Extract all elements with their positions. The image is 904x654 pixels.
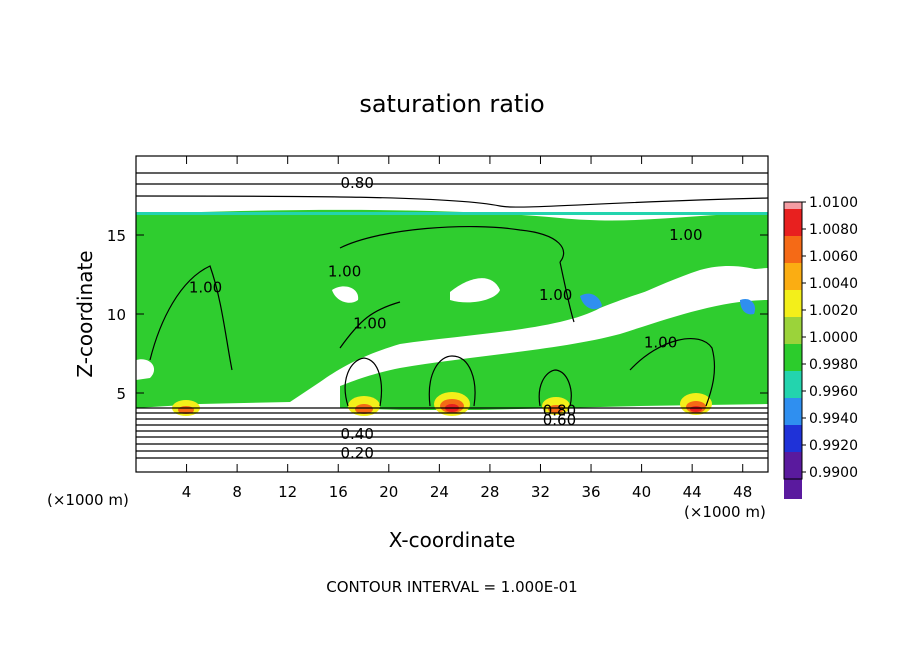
dry-patch	[330, 266, 768, 390]
x-tick-label: 44	[683, 483, 702, 501]
colorbar-band	[784, 371, 802, 398]
colorbar-frame	[783, 201, 803, 480]
colorbar-band	[784, 263, 802, 290]
contour-label: 0.80	[543, 402, 576, 420]
contour-label: 1.00	[644, 334, 677, 352]
colorbar-label: 0.9980	[809, 357, 858, 373]
colorbar-label: 1.0100	[809, 195, 858, 211]
dry-patch-small	[450, 278, 500, 303]
x-tick-label: 32	[531, 483, 550, 501]
x-axis-label: X-coordinate	[389, 528, 516, 552]
contour-label: 1.00	[328, 263, 361, 281]
colorbar-band	[784, 344, 802, 371]
blue-fringe	[740, 298, 756, 315]
y-tick-label: 15	[107, 227, 126, 245]
colorbar-band	[784, 209, 802, 236]
x-tick-label: 4	[182, 483, 192, 501]
y-tick-label: 5	[116, 385, 126, 403]
colorbar-band	[784, 290, 802, 317]
plot-area: 0.800.400.200.800.601.001.001.001.001.00…	[136, 156, 768, 472]
x-unit-right: (×1000 m)	[684, 503, 766, 521]
contour-label: 0.80	[340, 174, 373, 192]
x-tick-label: 12	[278, 483, 297, 501]
x-tick-label: 48	[733, 483, 752, 501]
colorbar-band	[784, 398, 802, 425]
colorbar: 1.0100 1.0080 1.0060 1.0040 1.0020 1.0000 0.99…	[783, 195, 858, 499]
x-axis-ticks: 4 8 12 16 20 24 28 32 36 40 44 48	[182, 156, 752, 501]
x-unit-left: (×1000 m)	[47, 491, 129, 509]
y-tick-label: 10	[107, 306, 126, 324]
contour-label: 1.00	[189, 278, 222, 296]
contour-lines	[136, 172, 768, 459]
colorbar-label: 0.9920	[809, 438, 858, 454]
chart-title: saturation ratio	[359, 90, 544, 118]
colorbar-label: 1.0020	[809, 303, 858, 319]
colorbar-band	[784, 452, 802, 479]
dry-patch-small	[136, 359, 155, 380]
contour-label: 1.00	[539, 286, 572, 304]
saturated-region-lower	[340, 296, 768, 410]
contour-labels: 0.800.400.200.800.601.001.001.001.001.00…	[189, 174, 703, 462]
colorbar-label: 0.9940	[809, 411, 858, 427]
colorbar-label: 1.0060	[809, 249, 858, 265]
contour-label: 1.00	[353, 315, 386, 333]
x-tick-label: 16	[329, 483, 348, 501]
colorbar-label: 1.0000	[809, 330, 858, 346]
x-tick-label: 36	[581, 483, 600, 501]
y-axis-label: Z-coordinate	[73, 250, 97, 377]
colorbar-label: 1.0080	[809, 222, 858, 238]
blue-fringe	[580, 293, 602, 310]
saturated-region	[136, 209, 768, 408]
x-tick-label: 8	[232, 483, 242, 501]
colorbar-band	[784, 236, 802, 263]
x-tick-label: 40	[632, 483, 651, 501]
contour-label: 0.40	[340, 425, 373, 443]
contour-interval-note: CONTOUR INTERVAL = 1.000E-01	[326, 578, 577, 596]
colorbar-band	[784, 317, 802, 344]
contour-label: 0.20	[340, 444, 373, 462]
contour-label: 0.60	[543, 411, 576, 429]
dry-patch-small	[332, 286, 359, 303]
x-tick-label: 20	[379, 483, 398, 501]
y-axis-ticks: 5 10 15	[107, 227, 768, 403]
colorbar-band	[784, 425, 802, 452]
colorbar-swatch	[784, 202, 802, 209]
colorbar-label: 0.9960	[809, 384, 858, 400]
colorbar-label: 0.9900	[809, 465, 858, 481]
x-tick-label: 28	[480, 483, 499, 501]
colorbar-label: 1.0040	[809, 276, 858, 292]
contour-label: 1.00	[669, 226, 702, 244]
x-tick-label: 24	[430, 483, 449, 501]
